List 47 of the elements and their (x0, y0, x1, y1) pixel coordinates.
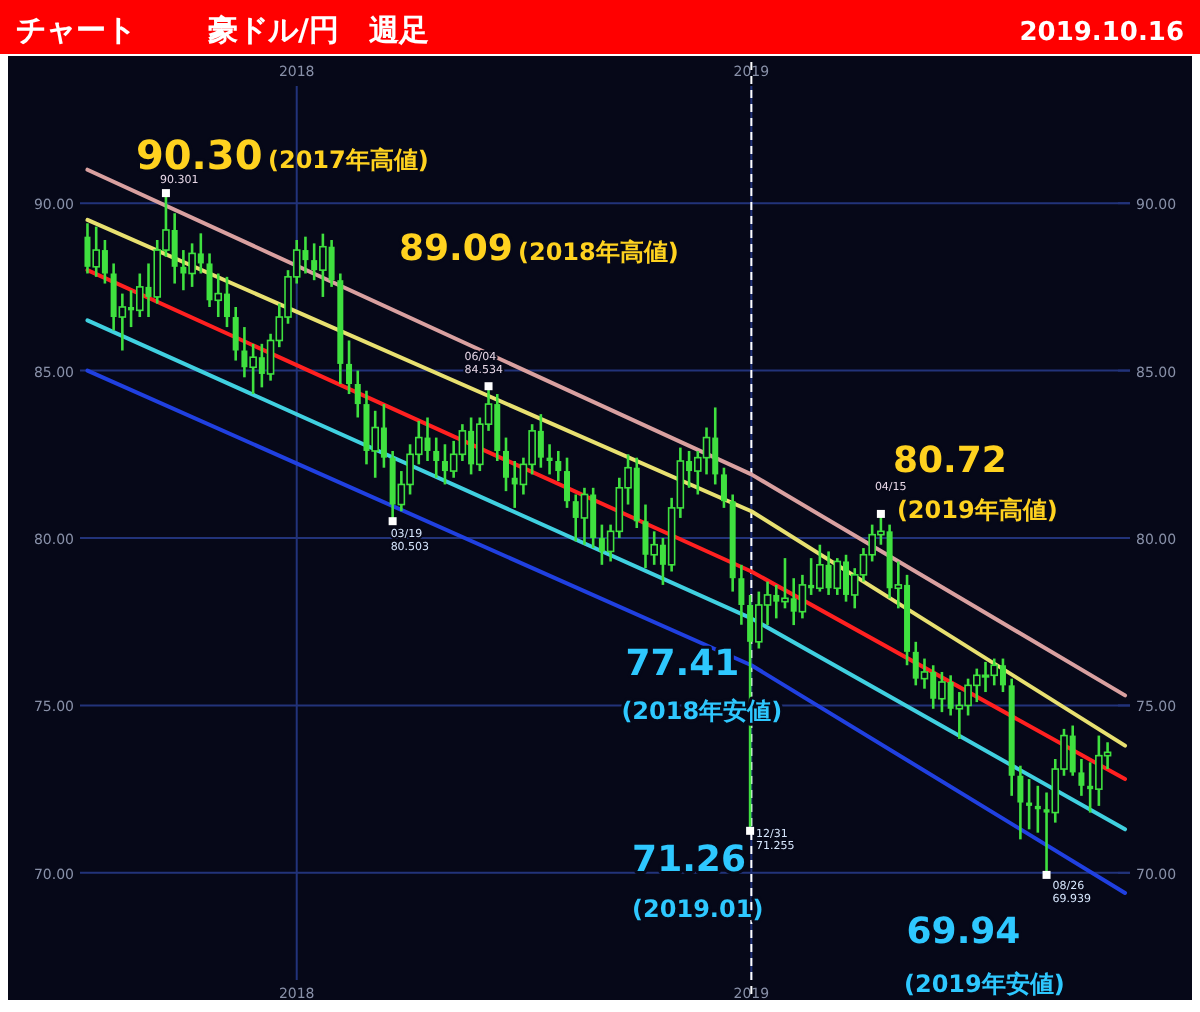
candlestick (1095, 734, 1103, 808)
annotation: (2019年安値) (904, 970, 1065, 998)
candlestick (738, 563, 745, 627)
candlestick (833, 556, 842, 597)
point (1042, 870, 1051, 879)
point (484, 382, 493, 391)
annotation: 80.72 (892, 439, 1007, 482)
candlestick (232, 305, 239, 362)
candlestick (755, 590, 763, 650)
candlestick (720, 466, 727, 510)
annotation: 69.94 (906, 910, 1021, 953)
annotation: 71.26 (632, 838, 746, 881)
candlestick (816, 543, 824, 593)
candlestick (188, 242, 196, 289)
annotation: 77.41 (625, 642, 740, 685)
candlestick (564, 456, 571, 510)
annotation: 89.09 (398, 227, 513, 270)
point (161, 189, 170, 198)
candlestick (346, 339, 353, 396)
annotation: (2018年高値) (518, 238, 679, 266)
candlestick (319, 232, 327, 299)
annotation: (2017年高値) (268, 146, 429, 174)
point (388, 517, 397, 526)
candlestick (546, 442, 553, 476)
candlestick (92, 225, 100, 279)
point (746, 826, 755, 835)
candlestick (1026, 777, 1033, 831)
text: 2019.10.16 (1019, 18, 1184, 48)
annotation: (2019年高値) (896, 495, 1058, 524)
candlestick (555, 449, 562, 483)
candlestick (938, 670, 946, 714)
candlestick (354, 369, 361, 419)
candlestick (1017, 764, 1024, 841)
chart-subtitle: 豪ドル/円 週足 (206, 12, 429, 48)
candlestick (502, 436, 509, 493)
point (876, 509, 885, 518)
candlestick (1078, 757, 1085, 798)
chart-title: チャート (16, 12, 136, 48)
candlestick (580, 486, 589, 547)
candlestick (981, 660, 990, 694)
annotation: (2019.01) (632, 894, 764, 923)
candlestick (955, 690, 964, 741)
candlestick (433, 436, 440, 480)
candlestick (1034, 784, 1041, 834)
candlestick (798, 573, 807, 620)
candlestick (990, 657, 999, 687)
candlestick (702, 426, 711, 476)
